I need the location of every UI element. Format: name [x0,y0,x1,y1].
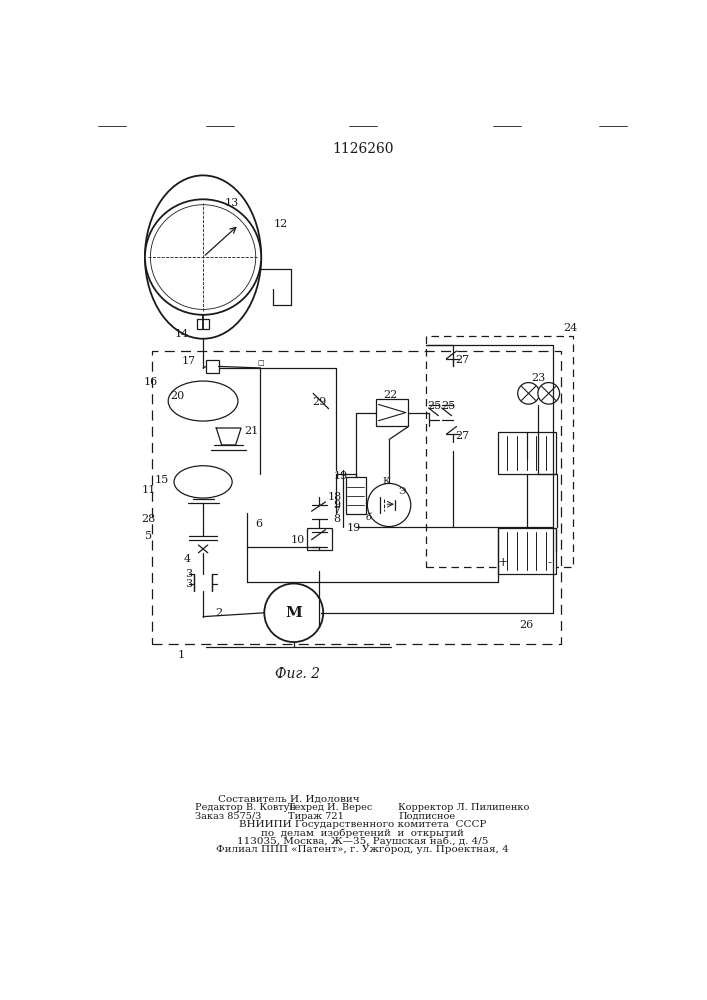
Text: 25: 25 [427,401,441,411]
Text: 27: 27 [455,431,469,441]
Text: 28: 28 [141,514,156,524]
Text: Корректор Л. Пилипенко: Корректор Л. Пилипенко [398,803,530,812]
Text: б: б [366,513,372,522]
Ellipse shape [368,483,411,527]
Text: 10: 10 [291,535,305,545]
Text: 17: 17 [182,356,196,366]
Bar [152,351,561,644]
Circle shape [145,175,261,339]
Text: 15: 15 [155,475,169,485]
Text: Фиг. 2: Фиг. 2 [275,667,320,681]
Text: К: К [382,477,390,486]
Bar [426,336,573,567]
Text: Техред И. Верес: Техред И. Верес [288,803,373,812]
Text: 21: 21 [244,426,258,436]
Text: 19: 19 [334,471,348,481]
Text: Редактор В. Ковтун: Редактор В. Ковтун [195,803,296,812]
Text: 29: 29 [312,397,327,407]
Text: 4: 4 [184,554,191,564]
Text: 9: 9 [333,500,340,510]
Bar [498,528,556,574]
Text: 18: 18 [328,492,342,502]
Text: 7: 7 [333,506,340,516]
Text: 12: 12 [274,219,288,229]
Text: 113035, Москва, Ж—35, Раушская наб., д. 4/5: 113035, Москва, Ж—35, Раушская наб., д. … [237,837,488,846]
Ellipse shape [264,584,323,642]
Text: 14: 14 [174,329,189,339]
Text: по  делам  изобретений  и  открытий: по делам изобретений и открытий [261,828,464,838]
Bar [307,528,332,550]
Text: Подписное: Подписное [398,812,455,821]
Text: 1126260: 1126260 [332,142,394,156]
Text: 5: 5 [145,531,153,541]
Text: 11: 11 [141,485,156,495]
Text: 1: 1 [178,650,185,660]
Text: Э: Э [399,487,406,496]
Text: Заказ 8575/3: Заказ 8575/3 [195,812,262,821]
Text: 3: 3 [185,579,193,589]
Text: 16: 16 [144,377,158,387]
Text: Филиал ППП «Патент», г. Ужгород, ул. Проектная, 4: Филиал ППП «Патент», г. Ужгород, ул. Про… [216,845,509,854]
Ellipse shape [518,383,539,404]
Text: 8: 8 [333,514,340,524]
Text: Тираж 721: Тираж 721 [288,812,344,821]
Text: 23: 23 [531,373,545,383]
Text: 3: 3 [185,569,193,579]
Bar [346,477,366,514]
Ellipse shape [174,466,232,498]
Bar [197,319,209,329]
Ellipse shape [538,383,559,404]
Text: 25: 25 [442,401,456,411]
Text: Составитель И. Идолович: Составитель И. Идолович [218,795,359,804]
Text: 24: 24 [563,323,578,333]
Bar [376,399,409,426]
Text: 13: 13 [225,198,239,208]
Text: 2: 2 [215,608,222,618]
Ellipse shape [168,381,238,421]
Text: 20: 20 [170,391,185,401]
Text: +: + [498,556,508,569]
Text: ВНИИПИ Государственного комитета  СССР: ВНИИПИ Государственного комитета СССР [239,820,486,829]
Text: 26: 26 [519,620,533,630]
Text: □: □ [257,359,264,367]
Text: 19: 19 [347,523,361,533]
Text: 22: 22 [383,390,398,400]
Text: 27: 27 [455,355,469,365]
Text: М: М [286,606,302,620]
Text: -: - [547,556,551,569]
Bar [206,360,218,373]
Bar [498,432,556,474]
Ellipse shape [145,199,261,315]
Text: 6: 6 [255,519,262,529]
